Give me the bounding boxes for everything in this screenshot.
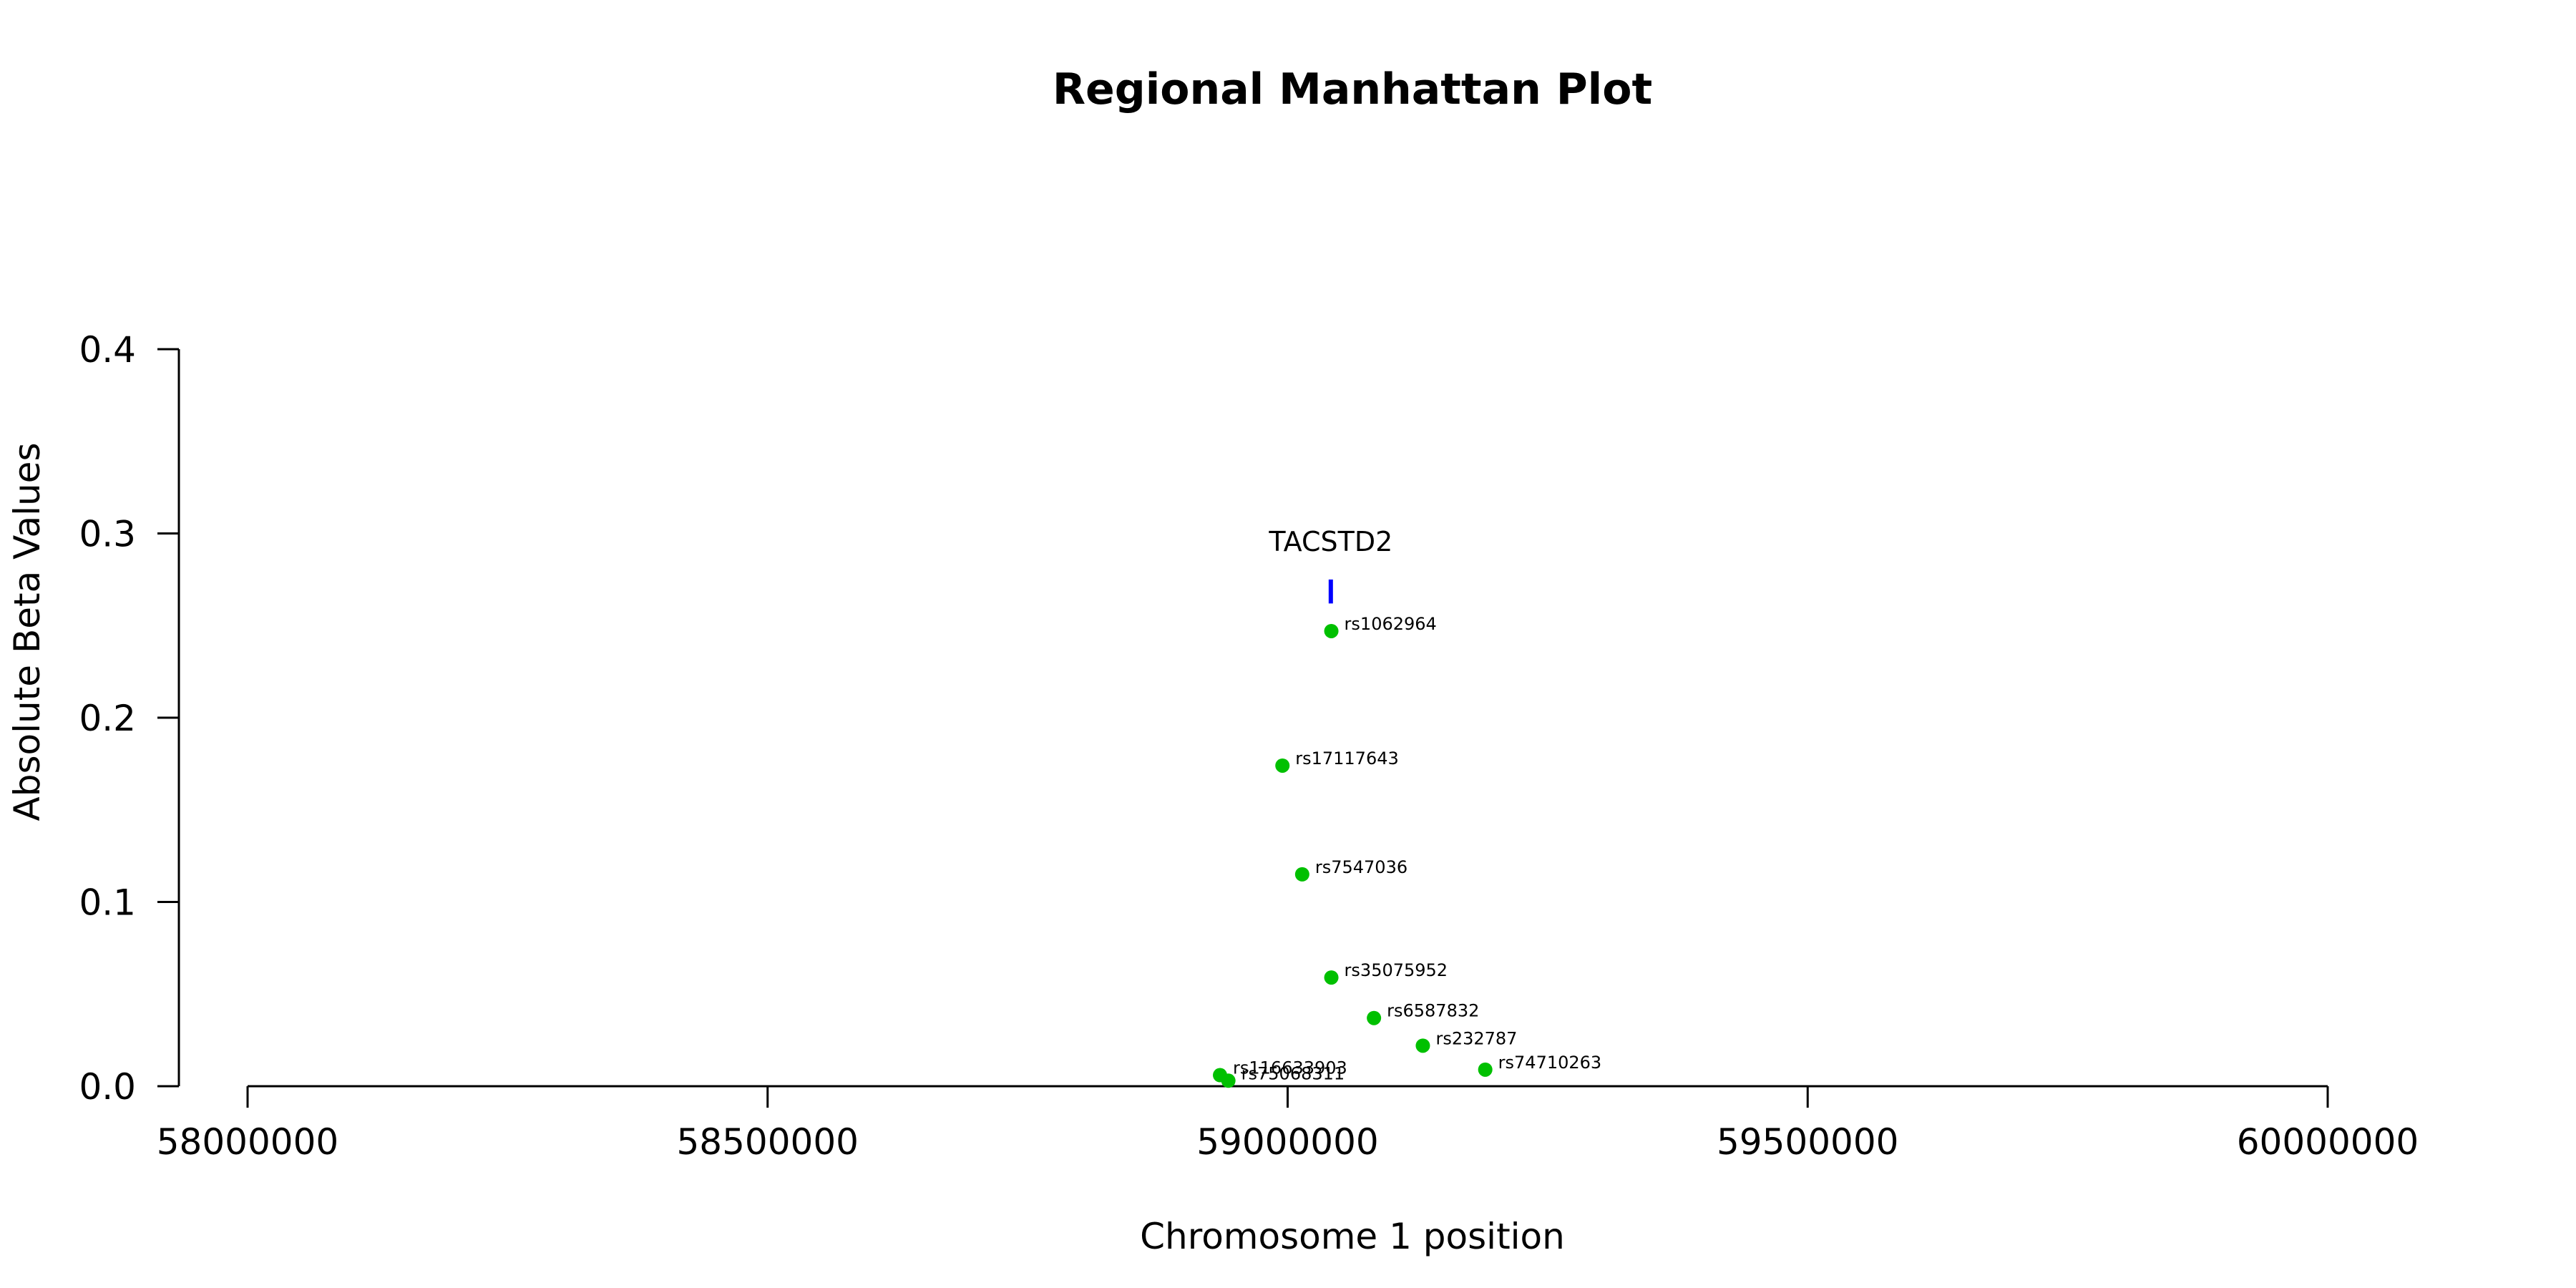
snp-label: rs7547036: [1315, 857, 1407, 877]
x-tick-label: 59500000: [1717, 1121, 1899, 1163]
x-tick-label: 58500000: [677, 1121, 859, 1163]
chart-title: Regional Manhattan Plot: [1053, 64, 1652, 114]
x-tick-label: 60000000: [2237, 1121, 2419, 1163]
y-tick-label: 0.3: [79, 514, 136, 555]
snp-label: rs232787: [1435, 1028, 1517, 1048]
y-axis-label: Absolute Beta Values: [6, 443, 48, 821]
x-tick-label: 58000000: [157, 1121, 339, 1163]
snp-point: [1275, 758, 1290, 773]
snp-point: [1294, 867, 1309, 882]
gene-bar: [1328, 579, 1333, 604]
snp-label: rs1062964: [1345, 614, 1437, 634]
snp-point: [1324, 623, 1339, 638]
snp-point: [1478, 1062, 1493, 1077]
snp-point: [1415, 1038, 1430, 1053]
data-points: rs1062964 rs17117643 rs7547036 rs35075952 rs…: [1213, 614, 1601, 1088]
snp-point: [1221, 1073, 1236, 1088]
snp-point: [1367, 1010, 1382, 1025]
x-tick-label: 59000000: [1196, 1121, 1379, 1163]
snp-label: rs116633903: [1233, 1058, 1347, 1078]
y-tick-label: 0.1: [79, 882, 136, 924]
snp-point: [1324, 970, 1339, 985]
x-axis-label: Chromosome 1 position: [1140, 1216, 1565, 1257]
gene-track: TACSTD2: [1268, 526, 1392, 604]
snp-label: rs17117643: [1295, 748, 1399, 769]
y-tick-label: 0.2: [79, 698, 136, 739]
y-tick-label: 0.0: [79, 1066, 136, 1108]
axes: 58000000 58500000 59000000 59500000 60000000…: [79, 329, 2419, 1163]
snp-label: rs35075952: [1345, 960, 1448, 980]
y-tick-label: 0.4: [79, 329, 136, 371]
gene-label: TACSTD2: [1268, 526, 1392, 557]
snp-label: rs6587832: [1387, 1001, 1479, 1021]
snp-label: rs75068311: [1241, 1063, 1345, 1083]
snp-label: rs74710263: [1498, 1053, 1602, 1073]
